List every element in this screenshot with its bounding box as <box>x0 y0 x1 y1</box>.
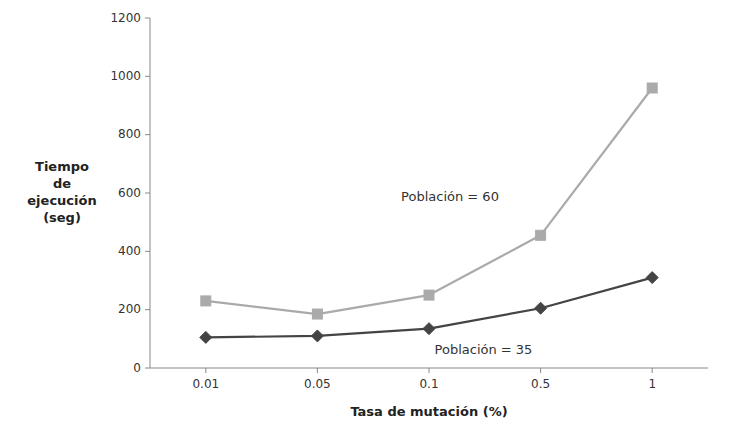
x-tick <box>540 368 541 373</box>
y-tick <box>145 18 150 19</box>
series-label: Población = 35 <box>435 342 533 357</box>
x-tick <box>429 368 430 373</box>
x-tick-label: 0.01 <box>192 377 219 391</box>
point <box>312 309 322 319</box>
line <box>206 278 652 338</box>
plot-area <box>200 83 658 343</box>
y-tick <box>145 76 150 77</box>
y-axis-label: Tiempodeejecución(seg) <box>27 159 96 225</box>
point <box>424 290 434 300</box>
point <box>201 296 211 306</box>
y-tick-label: 400 <box>118 244 141 258</box>
y-tick-label: 1000 <box>110 69 141 83</box>
series <box>201 83 657 319</box>
x-tick <box>317 368 318 373</box>
y-tick <box>145 309 150 310</box>
x-tick-label: 0.1 <box>419 377 438 391</box>
point <box>647 83 657 93</box>
x-tick-label: 0.05 <box>304 377 331 391</box>
x-tick-label: 0.5 <box>531 377 550 391</box>
y-tick-label: 600 <box>118 186 141 200</box>
x-tick-label: 1 <box>648 377 656 391</box>
x-axis-label: Tasa de mutación (%) <box>350 404 507 419</box>
y-tick-label: 0 <box>133 361 141 375</box>
point <box>536 230 546 240</box>
point <box>535 302 547 314</box>
point <box>646 272 658 284</box>
series-label: Población = 60 <box>401 189 499 204</box>
x-tick <box>652 368 653 373</box>
y-tick-label: 1200 <box>110 11 141 25</box>
y-tick <box>145 193 150 194</box>
x-tick <box>205 368 206 373</box>
point <box>200 331 212 343</box>
point <box>311 330 323 342</box>
y-tick-label: 800 <box>118 127 141 141</box>
y-tick-label: 200 <box>118 302 141 316</box>
y-tick <box>145 134 150 135</box>
y-tick <box>145 251 150 252</box>
series <box>200 272 658 344</box>
y-tick <box>145 368 150 369</box>
chart: 0 200 400 600 800 1000 1200 0.01 0.05 0.1 0.5 1 Tasa… <box>0 0 732 430</box>
point <box>423 323 435 335</box>
line <box>206 88 652 314</box>
